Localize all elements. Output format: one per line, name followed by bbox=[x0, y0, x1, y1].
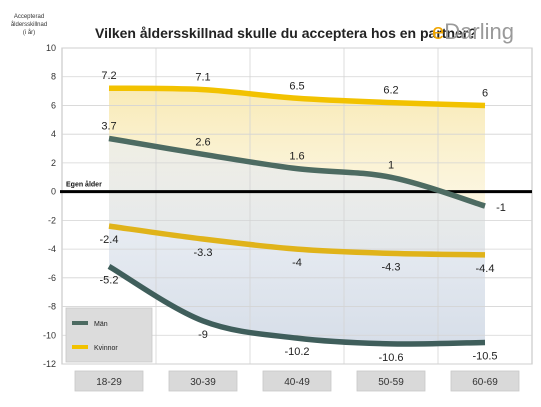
y-axis-label: Accepterad åldersskillnad (i år) bbox=[11, 14, 47, 36]
man-lower-data-label: -10.5 bbox=[472, 350, 497, 362]
series-lines bbox=[107, 85, 486, 347]
man-upper-data-label: -1 bbox=[496, 202, 506, 214]
category-label: 60-69 bbox=[472, 377, 498, 388]
kvinnor-lower-data-label: -2.4 bbox=[100, 234, 119, 246]
category-box bbox=[356, 370, 426, 392]
man-upper-line bbox=[108, 135, 486, 209]
category-box bbox=[262, 370, 332, 392]
y-tick-label: 10 bbox=[46, 43, 56, 53]
kvinnor-lower-line bbox=[108, 223, 486, 258]
logo: eDarling bbox=[432, 19, 514, 44]
man-upper-data-label: 1.6 bbox=[289, 151, 304, 163]
kvinnor-upper-data-label: 6.2 bbox=[383, 85, 398, 97]
ylabel-line-1: Accepterad bbox=[14, 14, 44, 20]
kvinnor-upper-data-label: 7.1 bbox=[195, 72, 210, 84]
legend: Män Kvinnor bbox=[65, 307, 153, 363]
category-label: 30-39 bbox=[190, 377, 216, 388]
man-upper-data-label: 2.6 bbox=[195, 136, 210, 148]
kvinnor-lower-data-label: -3.3 bbox=[194, 247, 213, 259]
kvinnor-upper-data-label: 7.2 bbox=[101, 70, 116, 82]
logo-rest: Darling bbox=[444, 19, 514, 44]
legend-label: Män bbox=[94, 321, 108, 328]
category-label: 40-49 bbox=[284, 377, 310, 388]
y-tick-label: -4 bbox=[48, 244, 56, 254]
category-labels: 18-29 30-39 40-49 50-59 60-69 bbox=[74, 370, 520, 392]
kvinnor-lower-data-label: -4.3 bbox=[382, 261, 401, 273]
man-range-band bbox=[109, 138, 485, 345]
kvinnor-upper-line bbox=[108, 85, 486, 109]
y-tick-label: 4 bbox=[51, 129, 56, 139]
y-tick-labels: -12 -10 -8 -6 -4 -2 0 2 4 6 8 10 bbox=[43, 43, 56, 369]
y-tick-label: -6 bbox=[48, 273, 56, 283]
category-label: 18-29 bbox=[96, 377, 122, 388]
kvinnor-upper-data-label: 6 bbox=[482, 87, 488, 99]
range-bands bbox=[109, 88, 485, 345]
y-tick-label: 2 bbox=[51, 158, 56, 168]
y-tick-label: 6 bbox=[51, 100, 56, 110]
category-box bbox=[450, 370, 520, 392]
reference-line-label: Egen ålder bbox=[66, 181, 102, 189]
category-box bbox=[74, 370, 144, 392]
man-upper-data-label: 3.7 bbox=[101, 120, 116, 132]
data-labels: 7.2 7.1 6.5 6.2 6 3.7 2.6 1.6 1 -1 -2.4 -3.3 -4 -4.3 -… bbox=[100, 70, 506, 364]
man-lower-data-label: -10.6 bbox=[378, 352, 403, 364]
y-tick-label: 0 bbox=[51, 187, 56, 197]
man-lower-data-label: -5.2 bbox=[100, 274, 119, 286]
man-lower-data-label: -9 bbox=[198, 329, 208, 341]
y-tick-label: -2 bbox=[48, 215, 56, 225]
legend-box bbox=[65, 307, 153, 363]
kvinnor-lower-data-label: -4 bbox=[292, 257, 302, 269]
man-upper-data-label: 1 bbox=[388, 159, 394, 171]
y-tick-label: -12 bbox=[43, 359, 56, 369]
logo-prefix: e bbox=[432, 19, 444, 44]
man-lower-line bbox=[107, 263, 486, 347]
ylabel-line-2: åldersskillnad bbox=[11, 21, 47, 28]
man-lower-data-label: -10.2 bbox=[284, 346, 309, 358]
ylabel-line-3: (i år) bbox=[23, 29, 35, 36]
category-box bbox=[168, 370, 238, 392]
reference-line-group: Egen ålder bbox=[60, 181, 532, 194]
y-tick-label: 8 bbox=[51, 72, 56, 82]
svg-text:eDarling: eDarling bbox=[432, 19, 514, 44]
y-tick-label: -10 bbox=[43, 330, 56, 340]
legend-label: Kvinnor bbox=[94, 345, 118, 352]
kvinnor-upper-data-label: 6.5 bbox=[289, 80, 304, 92]
chart-title: Vilken åldersskillnad skulle du accepter… bbox=[95, 25, 477, 41]
category-label: 50-59 bbox=[378, 377, 404, 388]
y-tick-label: -8 bbox=[48, 302, 56, 312]
kvinnor-lower-data-label: -4.4 bbox=[476, 263, 495, 275]
